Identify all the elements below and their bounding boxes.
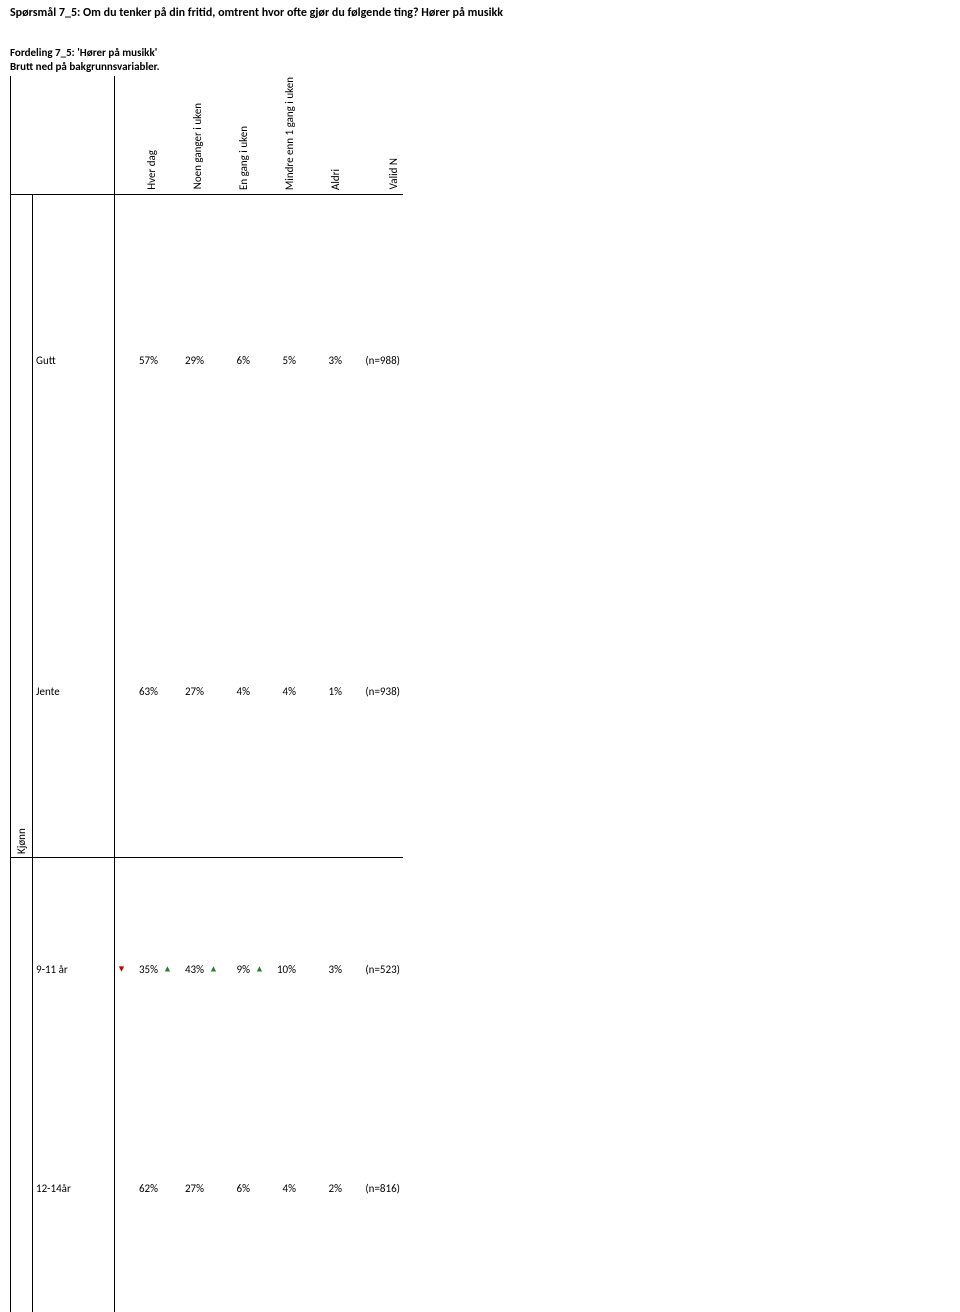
data-cell: ▼35% bbox=[115, 857, 162, 1080]
data-cell: 4% bbox=[253, 526, 299, 858]
data-cell: 3% bbox=[299, 857, 345, 1080]
question-title: Spørsmål 7_5: Om du tenker på din fritid… bbox=[10, 6, 950, 20]
data-cell: ▲9% bbox=[207, 857, 253, 1080]
column-header: Mindre enn 1 gang i uken bbox=[253, 76, 299, 195]
data-cell: 27% bbox=[161, 1080, 207, 1296]
data-cell: 6% bbox=[207, 1080, 253, 1296]
data-cell: 4% bbox=[253, 1080, 299, 1296]
row-label: Gutt bbox=[33, 194, 115, 526]
data-cell: ▲79% bbox=[115, 1297, 162, 1312]
row-label: 9-11 år bbox=[33, 857, 115, 1080]
group-label: Alder bbox=[11, 857, 33, 1312]
data-cell: 4% bbox=[207, 526, 253, 858]
data-cell: ▲10% bbox=[253, 857, 299, 1080]
data-cell: 29% bbox=[161, 194, 207, 526]
data-cell: ▼2% bbox=[207, 1297, 253, 1312]
row-label: 15-16 år bbox=[33, 1297, 115, 1312]
data-cell: 63% bbox=[115, 526, 162, 858]
breakdown-subtitle: Brutt ned på bakgrunnsvariabler. bbox=[10, 60, 950, 74]
up-triangle-icon: ▲ bbox=[163, 965, 172, 974]
data-cell: ▼17% bbox=[161, 1297, 207, 1312]
column-header: En gang i uken bbox=[207, 76, 253, 195]
group-label: Kjønn bbox=[11, 194, 33, 857]
column-header: Noen ganger i uken bbox=[161, 76, 207, 195]
data-cell: 6% bbox=[207, 194, 253, 526]
up-triangle-icon: ▲ bbox=[255, 965, 264, 974]
data-cell: ▼2% bbox=[253, 1297, 299, 1312]
data-cell: 5% bbox=[253, 194, 299, 526]
n-cell: (n=988) bbox=[345, 194, 403, 526]
data-cell: 1% bbox=[299, 1297, 345, 1312]
data-cell: 2% bbox=[299, 1080, 345, 1296]
data-cell: 1% bbox=[299, 526, 345, 858]
row-label: 12-14år bbox=[33, 1080, 115, 1296]
down-triangle-icon: ▼ bbox=[117, 965, 126, 974]
n-cell: (n=523) bbox=[345, 857, 403, 1080]
n-cell: (n=574) bbox=[345, 1297, 403, 1312]
column-header: Aldri bbox=[299, 76, 345, 195]
data-cell: 27% bbox=[161, 526, 207, 858]
column-header-n: Valid N bbox=[345, 76, 403, 195]
column-header: Hver dag bbox=[115, 76, 162, 195]
data-cell: 3% bbox=[299, 194, 345, 526]
n-cell: (n=816) bbox=[345, 1080, 403, 1296]
data-cell: 62% bbox=[115, 1080, 162, 1296]
distribution-subtitle: Fordeling 7_5: 'Hører på musikk' bbox=[10, 46, 950, 60]
up-triangle-icon: ▲ bbox=[209, 965, 218, 974]
data-cell: 57% bbox=[115, 194, 162, 526]
crosstab-table: Hver dagNoen ganger i ukenEn gang i uken… bbox=[10, 76, 403, 1312]
n-cell: (n=938) bbox=[345, 526, 403, 858]
data-cell: ▲43% bbox=[161, 857, 207, 1080]
row-label: Jente bbox=[33, 526, 115, 858]
